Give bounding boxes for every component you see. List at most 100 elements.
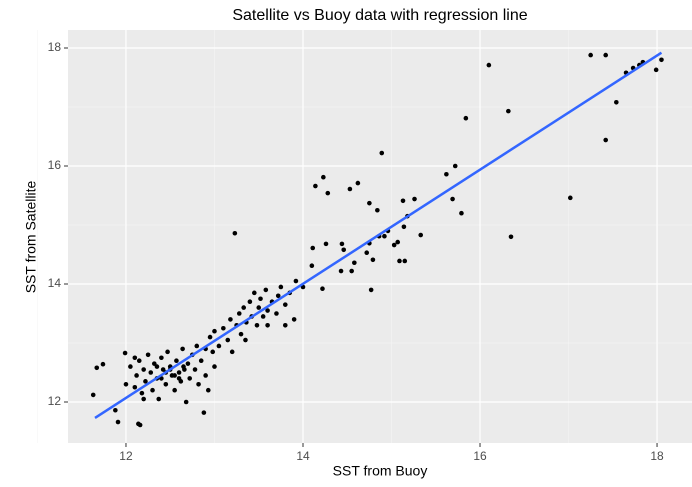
point [154,364,160,369]
point [143,379,148,384]
point [148,370,154,375]
point [352,260,357,266]
point [252,290,257,296]
y-tick-label: 12 [48,394,62,408]
point [180,346,185,352]
point [659,57,664,63]
point [236,311,242,316]
point [486,62,492,68]
point [221,325,226,331]
point [339,241,345,247]
x-tick-label: 16 [473,449,487,463]
point [160,367,166,372]
point [196,381,201,387]
point [192,367,198,372]
point [212,364,217,369]
x-tick-label: 18 [650,449,664,463]
point [282,302,288,307]
point [349,268,354,274]
point [258,296,263,302]
point [94,365,100,371]
point [134,373,139,378]
point [375,207,380,213]
point [137,422,143,428]
point [165,349,170,355]
point [367,200,372,206]
point [368,287,374,293]
point [201,410,207,415]
point [382,233,387,239]
point [275,293,281,299]
point [210,349,216,355]
point [145,352,151,358]
point [123,381,129,387]
point [282,322,288,328]
point [100,361,106,367]
point [207,334,213,340]
point [400,198,406,204]
point [614,99,619,105]
point [132,384,138,390]
point [265,308,270,313]
point [172,373,177,378]
point [172,387,177,393]
point [452,163,458,169]
point [341,247,347,253]
x-tick-label: 14 [296,449,310,463]
point [159,355,164,361]
point [263,287,269,293]
point [379,150,385,156]
y-tick-label: 14 [48,276,62,290]
regression-line [94,51,663,419]
point [325,190,331,196]
point [254,322,260,328]
point [136,358,142,363]
x-tick-label: 12 [119,449,133,463]
point [291,317,297,322]
point [364,250,370,256]
point [395,239,401,245]
point [256,305,262,310]
point [347,186,353,192]
point [113,407,118,413]
point [370,257,376,263]
point [310,245,316,251]
point [115,419,121,425]
point [156,396,162,402]
point [181,364,186,369]
point [463,115,469,121]
point [402,258,408,264]
point [603,137,609,143]
point [141,396,146,402]
point [309,263,315,269]
point [216,343,222,349]
point [278,284,284,290]
point [163,381,169,387]
point [243,337,248,343]
point [139,390,145,396]
point [232,230,238,236]
point [323,241,329,247]
point [194,343,200,349]
point [151,361,157,366]
point [90,392,96,398]
point [588,52,593,58]
point [241,305,246,310]
point [391,242,397,248]
point [128,364,133,369]
point [653,67,659,73]
point [141,367,146,372]
point [313,183,318,189]
point [320,286,325,292]
point [212,328,217,334]
point [225,337,231,343]
y-tick-label: 16 [48,158,62,172]
point [176,376,182,381]
y-tick-label: 18 [48,40,62,54]
point [238,331,244,337]
point [274,311,279,316]
point [293,278,299,284]
chart-title: Satellite vs Buoy data with regression l… [232,7,527,24]
point [132,355,138,361]
point [228,317,233,322]
